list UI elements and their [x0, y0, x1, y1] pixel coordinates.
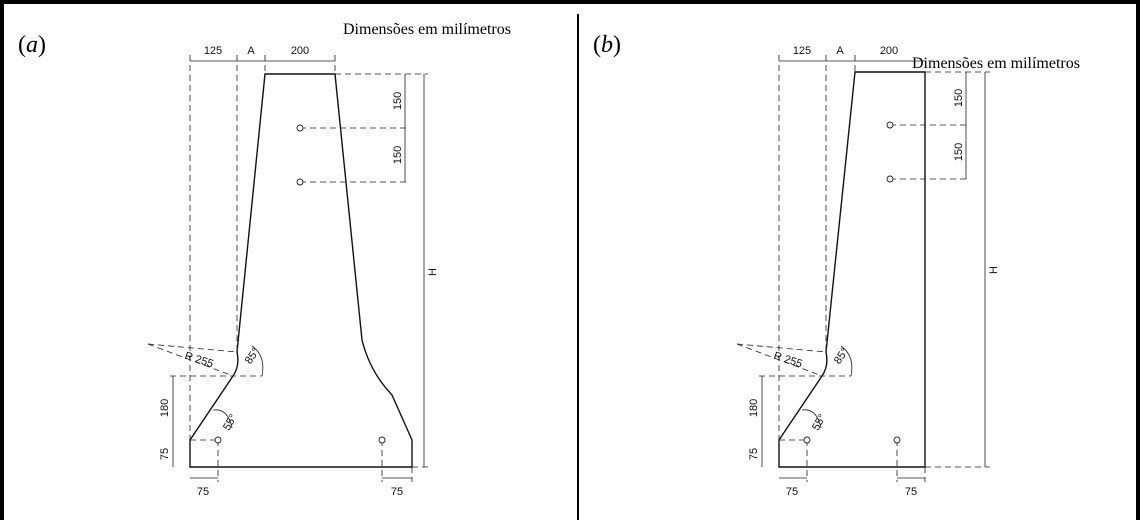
barrier-profile-b — [778, 71, 926, 468]
dim-200-a: 200 — [291, 45, 309, 57]
angle-55-b: 55° — [810, 412, 829, 432]
units-note: Dimensões em milímetros — [343, 21, 511, 38]
reference-lines-a — [147, 55, 430, 482]
dim-150-b-2: 150 — [953, 143, 965, 161]
barrier-profile-a — [189, 73, 413, 468]
angle-85-a: 85° — [243, 346, 262, 367]
bolt-hole-a-3 — [214, 436, 222, 444]
dim-75-b-bottom-right: 75 — [905, 486, 917, 498]
reference-lines-b — [736, 55, 990, 482]
left-dimensions-a: 180 75 — [159, 376, 174, 467]
panel-a: (a) Dimensões em milímetros — [18, 21, 511, 498]
left-dimensions-b: 180 75 — [748, 376, 763, 467]
angle-85-b: 85° — [832, 346, 851, 367]
bottom-dimensions-a: 75 75 — [190, 477, 412, 498]
bolt-hole-b-1 — [886, 121, 894, 129]
right-dimensions-b: 150 150 H — [953, 72, 1000, 467]
bolt-hole-a-2 — [296, 178, 304, 186]
angle-55-a: 55° — [221, 412, 240, 432]
dim-75-a-left: 75 — [159, 448, 171, 460]
bolt-hole-a-4 — [378, 436, 386, 444]
dim-150-a-1: 150 — [392, 92, 404, 110]
radius-b: R 255 — [772, 350, 804, 370]
radius-a: R 255 — [183, 350, 215, 370]
bolt-hole-a-1 — [296, 124, 304, 132]
top-dimensions-b: 125 A 200 — [779, 45, 925, 62]
dim-75-a-bottom-left: 75 — [197, 486, 209, 498]
dim-h-a: H — [427, 268, 439, 276]
panel-b-label: (b) — [593, 32, 621, 58]
bolt-hole-b-2 — [886, 175, 894, 183]
dim-h-b: H — [988, 266, 1000, 274]
dim-150-b-1: 150 — [953, 89, 965, 107]
units-note-b: Dimensões em milímetros — [912, 55, 1080, 72]
dim-150-a-2: 150 — [392, 146, 404, 164]
bolt-hole-b-4 — [893, 436, 901, 444]
angles-a: 85° 55° R 255 — [183, 345, 264, 433]
dim-75-b-bottom-left: 75 — [786, 486, 798, 498]
angles-b: 85° 55° R 255 — [772, 345, 853, 433]
panel-b: (b) Dimensões em milímetros — [593, 32, 1080, 498]
dim-75-a-bottom-right: 75 — [391, 486, 403, 498]
dim-180-a: 180 — [159, 399, 171, 417]
dim-200-b: 200 — [880, 45, 898, 57]
top-dimensions-a: 125 A 200 — [190, 45, 335, 62]
panel-a-label: (a) — [18, 32, 46, 58]
bottom-dimensions-b: 75 75 — [779, 477, 925, 498]
bolt-hole-b-3 — [803, 436, 811, 444]
dim-a-a: A — [247, 45, 255, 57]
dim-180-b: 180 — [748, 399, 760, 417]
dim-125-a: 125 — [204, 45, 222, 57]
dim-75-b-left: 75 — [748, 448, 760, 460]
dim-a-b: A — [836, 45, 844, 57]
right-dimensions-a: 150 150 H — [392, 74, 439, 467]
dim-125-b: 125 — [793, 45, 811, 57]
